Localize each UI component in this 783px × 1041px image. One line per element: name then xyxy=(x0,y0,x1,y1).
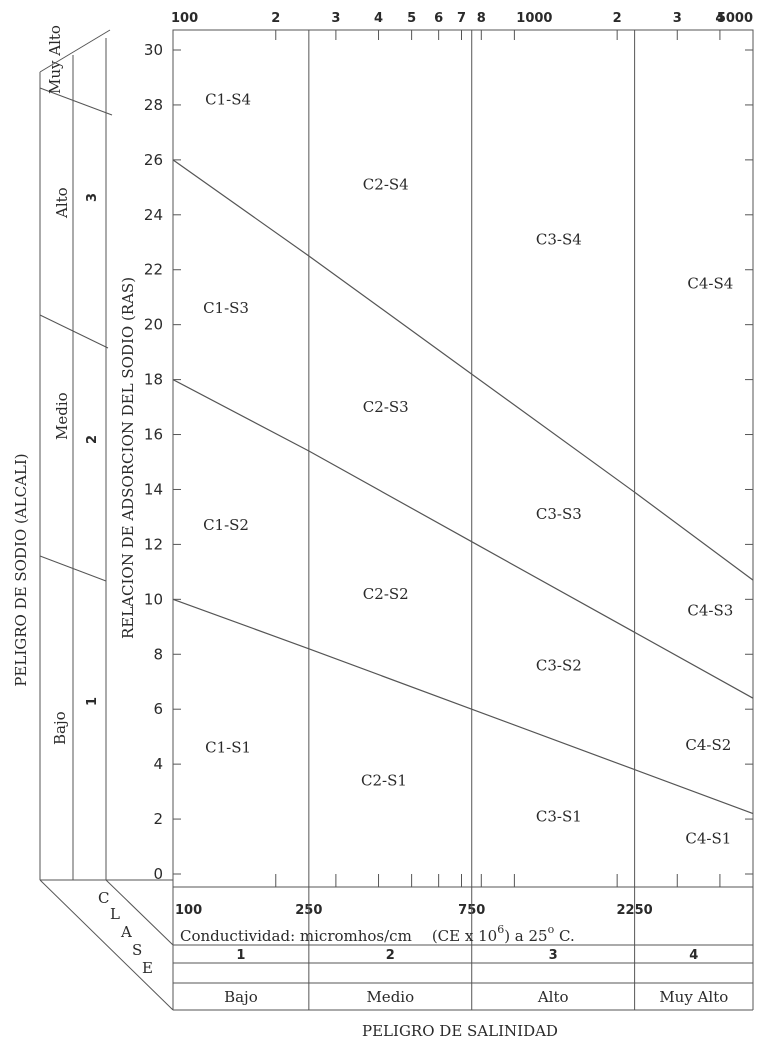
top-tick-label: 7 xyxy=(457,11,466,26)
region-label: C1-S2 xyxy=(203,516,249,534)
region-label: C3-S3 xyxy=(536,505,582,523)
sodium-class-4-name: Muy Alto xyxy=(46,25,64,94)
salinity-class-name: Medio xyxy=(366,988,414,1006)
y-tick-label: 0 xyxy=(153,865,163,883)
clase-letter-l: L xyxy=(110,905,120,923)
region-label: C2-S2 xyxy=(363,585,409,603)
top-tick-label: 1000 xyxy=(516,11,552,26)
y-tick-label: 4 xyxy=(153,755,163,773)
clase-letter-e: E xyxy=(142,959,153,977)
y-tick-label: 20 xyxy=(144,316,163,334)
sodium-hazard-title: PELIGRO DE SODIO (ALCALI) xyxy=(12,453,30,686)
y-tick-label: 10 xyxy=(144,590,163,608)
y-tick-label: 12 xyxy=(144,535,163,553)
region-label: C1-S3 xyxy=(203,299,249,317)
top-tick-label: 4 xyxy=(374,11,383,26)
sodium-boundary-2-3 xyxy=(40,315,108,348)
y-tick-label: 8 xyxy=(153,645,163,663)
region-label: C4-S1 xyxy=(685,829,731,847)
region-label: C2-S4 xyxy=(363,176,409,194)
y-tick-label: 14 xyxy=(144,480,163,498)
y-tick-label: 6 xyxy=(153,700,163,718)
sodium-class-1-num: 1 xyxy=(85,697,100,706)
region-label: C2-S3 xyxy=(363,398,409,416)
y-tick-label: 18 xyxy=(144,371,163,389)
plot-frame xyxy=(173,30,753,887)
y-tick-label: 16 xyxy=(144,426,163,444)
salinity-class-name: Muy Alto xyxy=(659,988,728,1006)
salinity-class-num: 2 xyxy=(386,948,395,963)
sodium-class-2-name: Medio xyxy=(53,392,71,440)
region-label: C4-S4 xyxy=(687,274,733,292)
y-tick-label: 22 xyxy=(144,261,163,279)
conductivity-label: Conductividad: micromhos/cm (CE x 106) a … xyxy=(180,923,575,945)
region-label: C2-S1 xyxy=(361,772,407,790)
top-tick-label: 3 xyxy=(331,11,340,26)
y-tick-label: 2 xyxy=(153,810,163,828)
region-label: C4-S2 xyxy=(685,736,731,754)
sodium-boundary-line-0 xyxy=(173,599,753,813)
bottom-x-axis-ticks: 100 250 750 2250 xyxy=(173,874,753,918)
hazard-boundary-lines xyxy=(173,160,753,814)
top-tick-label: 8 xyxy=(477,11,486,26)
salinity-class-num: 4 xyxy=(689,948,698,963)
top-tick-label: 100 xyxy=(171,11,198,26)
region-label: C3-S2 xyxy=(536,656,582,674)
bottom-tick-label: 100 xyxy=(175,903,202,918)
top-tick-label: 6 xyxy=(434,11,443,26)
y-tick-label: 28 xyxy=(144,96,163,114)
top-tick-label: 3 xyxy=(673,11,682,26)
clase-letter-a: A xyxy=(120,923,132,941)
salinity-class-boundaries xyxy=(309,30,635,887)
region-label: C1-S1 xyxy=(205,739,251,757)
salinity-class-name: Bajo xyxy=(224,988,258,1006)
top-tick-label: 5000 xyxy=(717,11,753,26)
salinity-class-num: 1 xyxy=(236,948,245,963)
y-tick-label: 24 xyxy=(144,206,163,224)
sodium-class-2-num: 2 xyxy=(85,435,100,444)
class-region-labels: C1-S4 C1-S3 C1-S2 C1-S1 C2-S4 C2-S3 C2-S2 C2-S1… xyxy=(203,90,733,847)
clase-letter-c: C xyxy=(98,889,109,907)
sodium-boundary-line-1 xyxy=(173,380,753,699)
sodium-boundary-line-2 xyxy=(173,160,753,580)
top-tick-label: 2 xyxy=(613,11,622,26)
clase-letter-s: S xyxy=(132,941,142,959)
sodium-class-1-name: Bajo xyxy=(51,711,69,745)
top-tick-label: 2 xyxy=(271,11,280,26)
y-axis-title: RELACION DE ADSORCION DEL SODIO (RAS) xyxy=(119,277,137,639)
region-label: C4-S3 xyxy=(687,601,733,619)
region-label: C1-S4 xyxy=(205,90,251,108)
salinity-class-dividers xyxy=(309,887,635,1010)
salinity-hazard-title: PELIGRO DE SALINIDAD xyxy=(362,1022,558,1040)
sodium-class-3-num: 3 xyxy=(85,193,100,202)
salinity-class-name: Alto xyxy=(537,988,569,1006)
region-label: C3-S4 xyxy=(536,231,582,249)
top-tick-label: 5 xyxy=(407,11,416,26)
salinity-class-num: 3 xyxy=(549,948,558,963)
sodium-class-3-name: Alto xyxy=(53,187,71,219)
y-tick-label: 26 xyxy=(144,151,163,169)
salinity-class-labels: 1 Bajo 2 Medio 3 Alto 4 Muy Alto xyxy=(224,948,728,1006)
region-label: C3-S1 xyxy=(536,807,582,825)
y-tick-label: 30 xyxy=(144,41,163,59)
